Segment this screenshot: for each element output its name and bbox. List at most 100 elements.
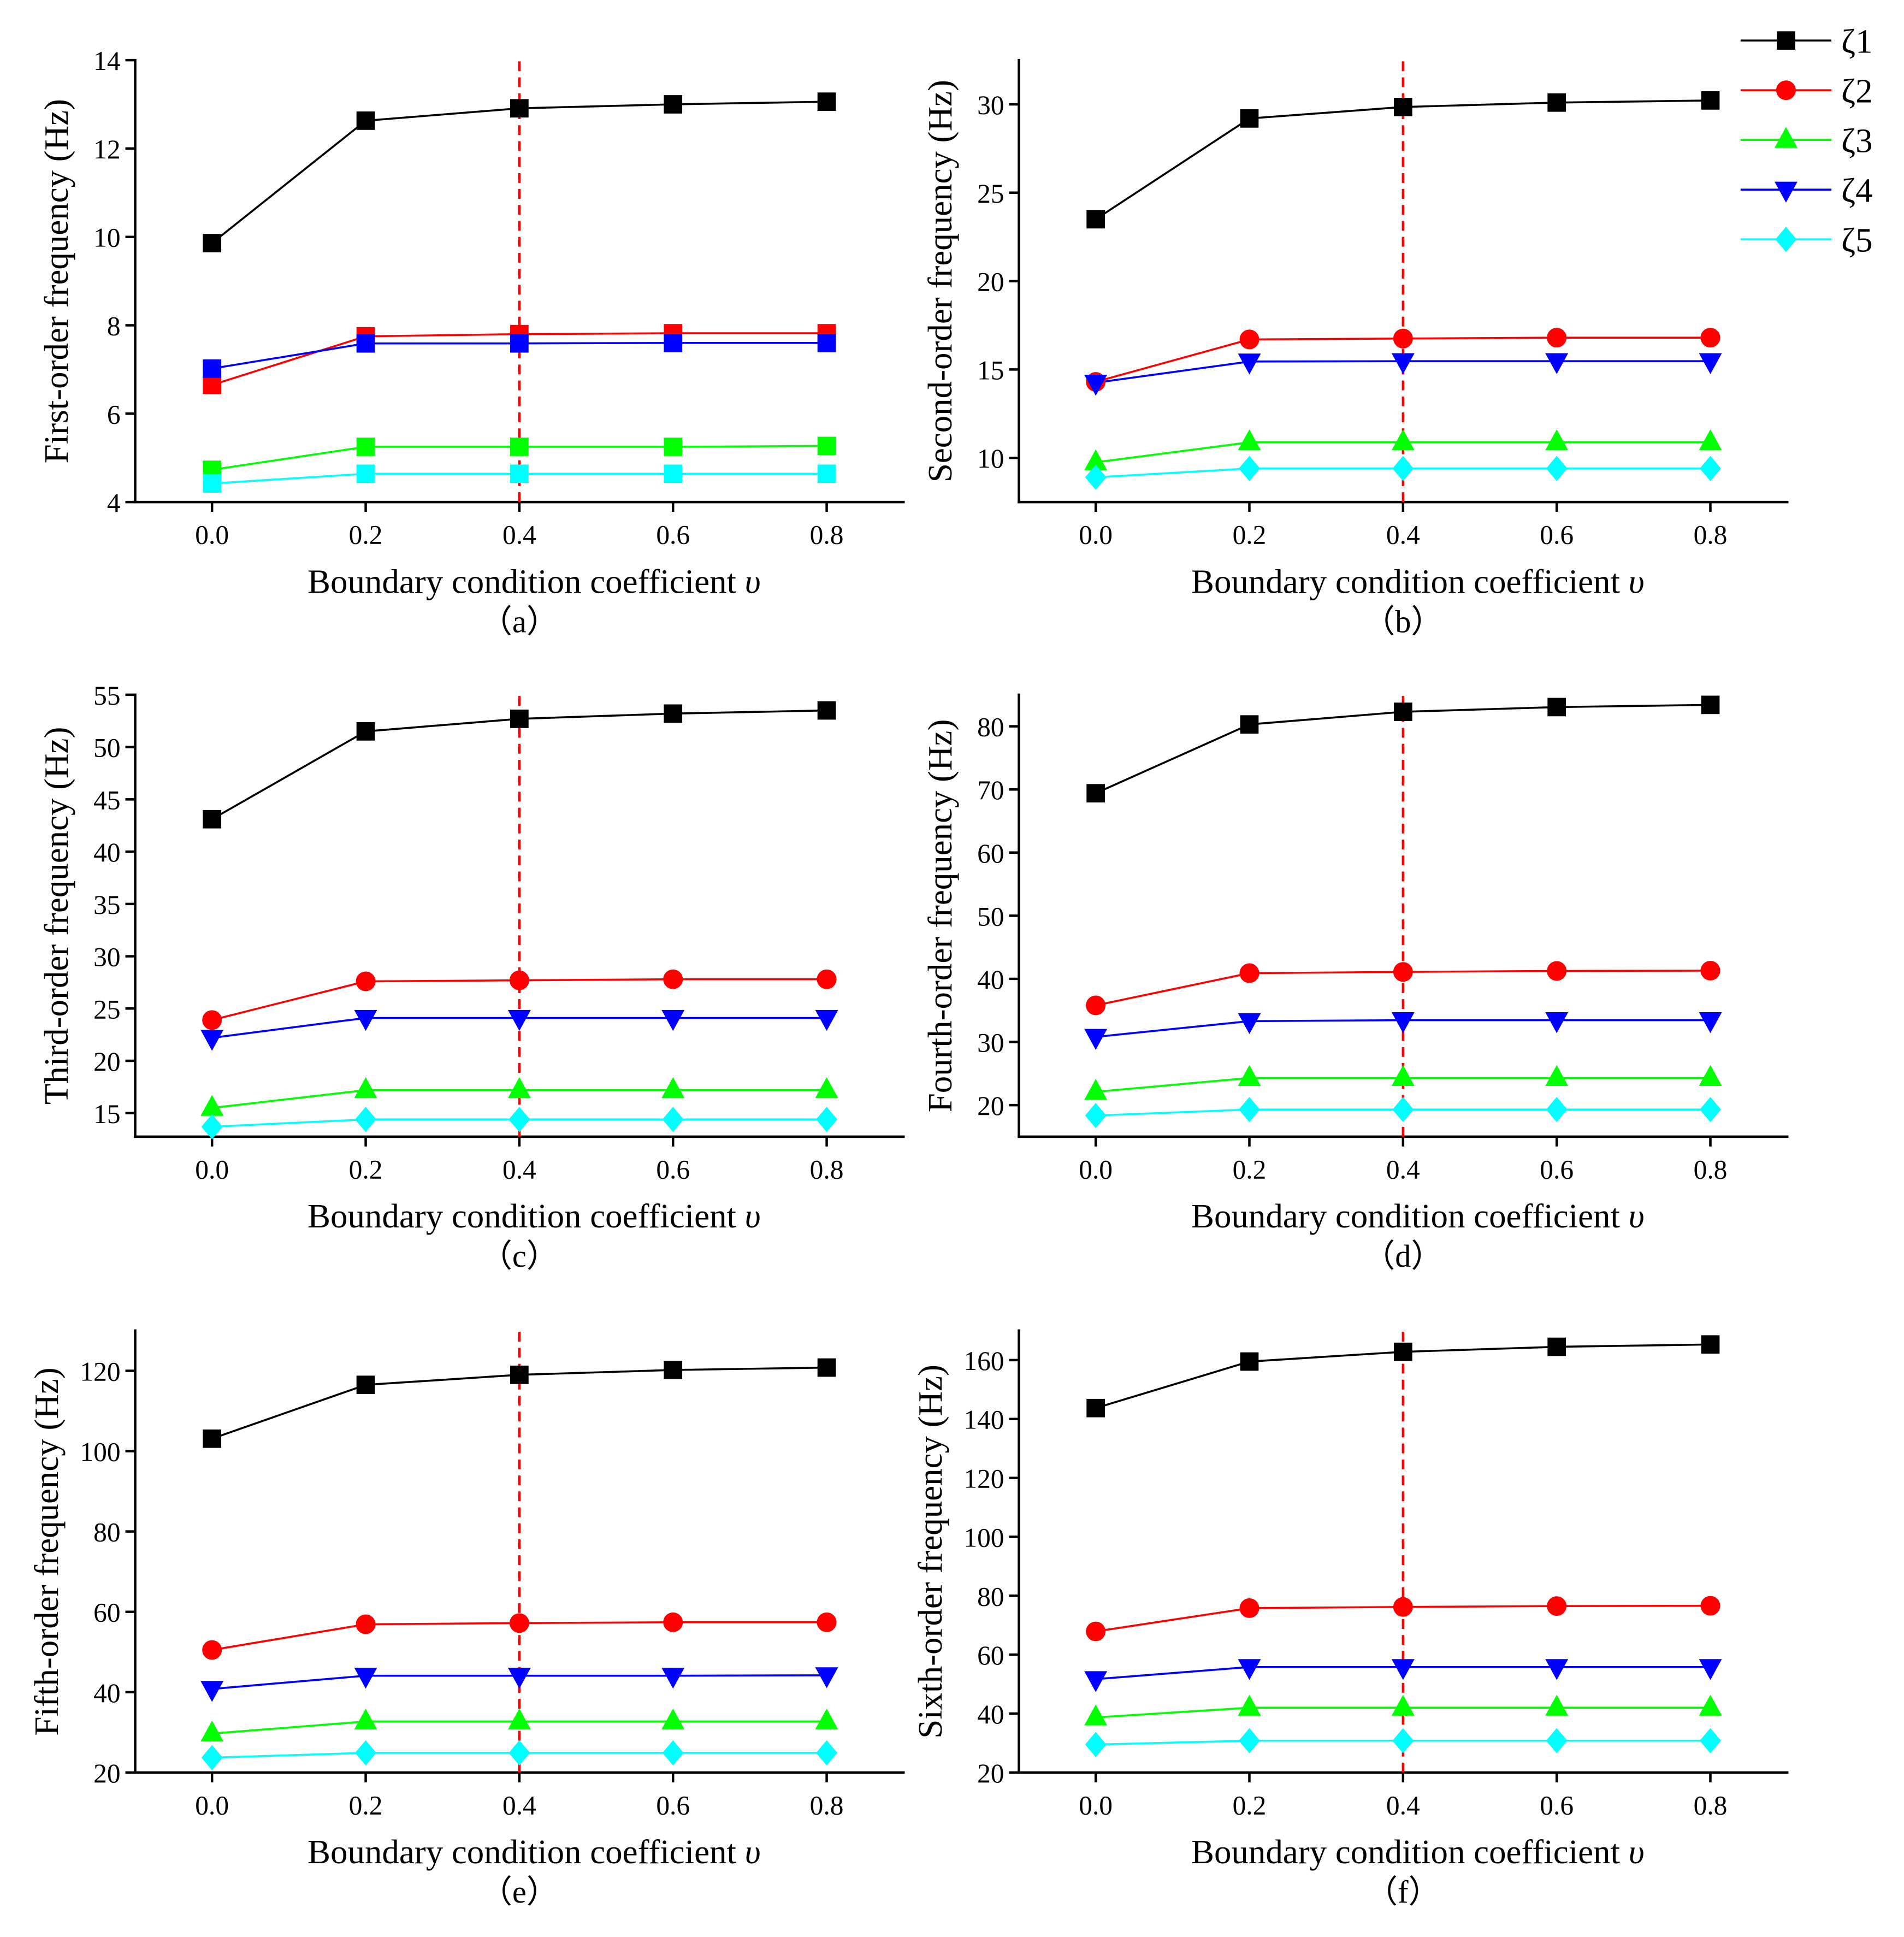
data-point-zeta5 xyxy=(203,474,222,493)
data-point-zeta5 xyxy=(510,464,529,483)
y-tick-label: 20 xyxy=(977,267,1004,297)
y-tick-label: 50 xyxy=(977,901,1004,931)
y-axis-title: Fifth-order frequency (Hz) xyxy=(27,1367,66,1735)
data-point-zeta1 xyxy=(203,1429,222,1448)
y-tick-label: 20 xyxy=(93,1047,120,1077)
data-point-zeta3 xyxy=(1699,429,1722,451)
x-tick-label: 0.2 xyxy=(1233,1154,1267,1184)
data-point-zeta4 xyxy=(1238,1659,1261,1680)
data-point-zeta3 xyxy=(356,438,375,456)
legend-label: ζ5 xyxy=(1841,221,1873,259)
data-point-zeta3 xyxy=(1084,1704,1108,1726)
legend-item-zeta1: ζ1 xyxy=(1740,22,1873,61)
x-tick-label: 0.6 xyxy=(656,1154,690,1184)
data-point-zeta2 xyxy=(663,969,683,989)
x-tick-label: 0.4 xyxy=(1386,1790,1420,1820)
legend-marker-diamond xyxy=(1775,227,1797,252)
data-point-zeta4 xyxy=(356,334,375,353)
x-tick-label: 0.8 xyxy=(1694,519,1728,550)
y-tick-label: 100 xyxy=(963,1522,1004,1552)
y-tick-label: 60 xyxy=(977,838,1004,869)
legend-label: ζ2 xyxy=(1841,72,1873,110)
x-tick-label: 0.4 xyxy=(502,1790,536,1820)
y-tick-label: 15 xyxy=(93,1099,120,1129)
y-tick-label: 8 xyxy=(107,311,121,341)
y-tick-label: 30 xyxy=(93,942,120,972)
x-tick-label: 0.6 xyxy=(1540,519,1574,550)
data-point-zeta1 xyxy=(1701,91,1720,110)
x-axis-variable-symbol: υ xyxy=(1629,562,1645,600)
y-tick-label: 10 xyxy=(93,223,120,253)
data-point-zeta4 xyxy=(510,334,529,353)
data-point-zeta2 xyxy=(1239,1598,1260,1618)
x-tick-label: 0.8 xyxy=(810,519,844,550)
data-point-zeta2 xyxy=(1393,1597,1413,1617)
x-axis-title-text: Boundary condition coefficient xyxy=(308,562,736,600)
x-tick-label: 0.8 xyxy=(810,1790,844,1820)
x-axis-title: Boundary condition coefficient υ xyxy=(1191,562,1645,600)
data-point-zeta3 xyxy=(1238,1694,1261,1716)
data-point-zeta4 xyxy=(1391,1012,1415,1034)
data-point-zeta3 xyxy=(200,1095,224,1116)
panel-caption: （d） xyxy=(1363,1238,1443,1274)
data-point-zeta3 xyxy=(661,1077,685,1099)
data-point-zeta1 xyxy=(664,95,683,114)
data-point-zeta4 xyxy=(815,1667,838,1688)
data-point-zeta4 xyxy=(203,359,222,378)
data-point-zeta3 xyxy=(1699,1065,1722,1086)
x-tick-label: 0.6 xyxy=(656,519,690,550)
data-point-zeta4 xyxy=(1238,353,1261,375)
y-tick-label: 20 xyxy=(977,1758,1004,1788)
data-point-zeta4 xyxy=(661,1668,685,1689)
x-tick-label: 0.2 xyxy=(349,1790,383,1820)
x-tick-label: 0.4 xyxy=(1386,1154,1420,1184)
legend-label: ζ3 xyxy=(1841,122,1873,160)
data-point-zeta2 xyxy=(1086,1621,1106,1641)
data-point-zeta5 xyxy=(508,1107,530,1132)
data-point-zeta3 xyxy=(354,1708,377,1730)
x-tick-label: 0.2 xyxy=(1233,1790,1267,1820)
data-point-zeta1 xyxy=(1393,702,1412,721)
y-tick-label: 30 xyxy=(977,1027,1004,1058)
data-point-zeta3 xyxy=(1084,1079,1108,1100)
data-point-zeta1 xyxy=(1086,1398,1105,1418)
data-point-zeta4 xyxy=(1391,353,1415,374)
data-point-zeta4 xyxy=(661,1009,685,1031)
data-point-zeta3 xyxy=(507,1077,531,1099)
x-axis-variable-symbol: υ xyxy=(1629,1197,1645,1235)
x-axis-title: Boundary condition coefficient υ xyxy=(308,562,761,600)
data-point-zeta3 xyxy=(1545,1694,1569,1716)
data-point-zeta4 xyxy=(200,1681,224,1702)
legend-item-zeta3: ζ3 xyxy=(1740,122,1873,160)
y-tick-label: 100 xyxy=(80,1437,120,1467)
y-axis-title: Sixth-order frequency (Hz) xyxy=(911,1365,949,1739)
data-point-zeta3 xyxy=(815,1077,838,1099)
data-point-zeta4 xyxy=(1699,1659,1722,1680)
x-tick-label: 0.8 xyxy=(1694,1154,1728,1184)
data-point-zeta2 xyxy=(817,1612,837,1632)
data-point-zeta5 xyxy=(1546,456,1568,481)
data-point-zeta2 xyxy=(1700,1596,1720,1616)
data-point-zeta1 xyxy=(1240,109,1259,128)
data-point-zeta2 xyxy=(1547,328,1567,348)
data-point-zeta5 xyxy=(816,1107,838,1132)
x-tick-label: 0.0 xyxy=(195,519,229,550)
data-point-zeta2 xyxy=(817,969,837,989)
data-point-zeta2 xyxy=(202,1010,222,1030)
y-tick-label: 15 xyxy=(977,355,1004,385)
y-axis-title: Third-order frequency (Hz) xyxy=(37,727,75,1105)
y-tick-label: 55 xyxy=(93,681,120,711)
x-axis-title: Boundary condition coefficient υ xyxy=(308,1197,761,1235)
x-tick-label: 0.4 xyxy=(502,519,536,550)
x-axis-variable-symbol: υ xyxy=(745,1197,761,1235)
y-tick-label: 60 xyxy=(93,1598,120,1628)
y-tick-label: 10 xyxy=(977,444,1004,474)
data-point-zeta4 xyxy=(1391,1659,1415,1680)
y-tick-label: 40 xyxy=(93,1678,120,1708)
data-point-zeta5 xyxy=(355,1107,376,1132)
x-axis-title: Boundary condition coefficient υ xyxy=(308,1833,761,1871)
x-tick-label: 0.0 xyxy=(1079,1154,1113,1184)
data-point-zeta3 xyxy=(815,1708,838,1730)
data-point-zeta5 xyxy=(1085,1103,1107,1129)
data-point-zeta1 xyxy=(817,1358,836,1377)
